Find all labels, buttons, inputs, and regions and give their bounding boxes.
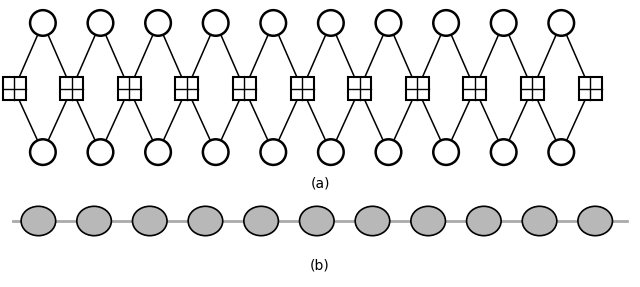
- Ellipse shape: [548, 10, 574, 36]
- Ellipse shape: [244, 206, 278, 236]
- Ellipse shape: [77, 206, 111, 236]
- Ellipse shape: [318, 139, 344, 165]
- Ellipse shape: [433, 139, 459, 165]
- Ellipse shape: [433, 10, 459, 36]
- Bar: [463, 77, 486, 100]
- Bar: [175, 77, 198, 100]
- Ellipse shape: [132, 206, 167, 236]
- Ellipse shape: [548, 139, 574, 165]
- Ellipse shape: [355, 206, 390, 236]
- Ellipse shape: [145, 139, 171, 165]
- Ellipse shape: [491, 10, 516, 36]
- Text: (a): (a): [310, 177, 330, 191]
- Ellipse shape: [88, 10, 113, 36]
- Bar: [406, 77, 429, 100]
- Ellipse shape: [145, 10, 171, 36]
- Bar: [60, 77, 83, 100]
- Bar: [118, 77, 141, 100]
- Ellipse shape: [203, 139, 228, 165]
- Ellipse shape: [88, 139, 113, 165]
- Bar: [521, 77, 544, 100]
- Ellipse shape: [260, 10, 286, 36]
- Bar: [3, 77, 26, 100]
- Ellipse shape: [411, 206, 445, 236]
- Ellipse shape: [30, 139, 56, 165]
- Bar: [579, 77, 602, 100]
- Bar: [348, 77, 371, 100]
- Ellipse shape: [300, 206, 334, 236]
- Ellipse shape: [376, 139, 401, 165]
- Ellipse shape: [467, 206, 501, 236]
- Ellipse shape: [578, 206, 612, 236]
- Ellipse shape: [318, 10, 344, 36]
- Ellipse shape: [260, 139, 286, 165]
- Ellipse shape: [30, 10, 56, 36]
- Ellipse shape: [376, 10, 401, 36]
- Ellipse shape: [522, 206, 557, 236]
- Ellipse shape: [491, 139, 516, 165]
- Bar: [291, 77, 314, 100]
- Ellipse shape: [188, 206, 223, 236]
- Ellipse shape: [21, 206, 56, 236]
- Ellipse shape: [203, 10, 228, 36]
- Bar: [233, 77, 256, 100]
- Text: (b): (b): [310, 259, 330, 272]
